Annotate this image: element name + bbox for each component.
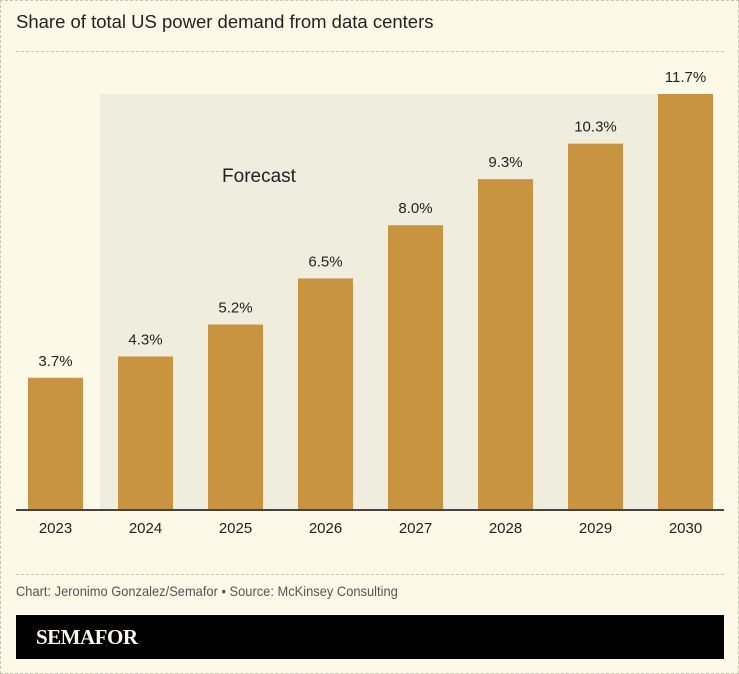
forecast-label: Forecast (222, 166, 297, 187)
semafor-logo: SEMAFOR (36, 625, 138, 649)
divider (16, 574, 724, 575)
bar-2025 (208, 324, 263, 509)
bar-2028 (478, 179, 533, 509)
bar-2030 (658, 94, 713, 509)
divider (16, 51, 724, 52)
data-label: 11.7% (665, 69, 706, 86)
bar-2029 (568, 143, 623, 509)
bar-2027 (388, 225, 443, 509)
x-tick-label: 2029 (579, 520, 612, 537)
bar-2026 (298, 278, 353, 509)
data-label: 8.0% (398, 200, 432, 217)
bar-2023 (28, 377, 83, 509)
data-label: 6.5% (308, 253, 342, 270)
x-tick-label: 2026 (309, 520, 342, 537)
data-label: 4.3% (128, 331, 162, 348)
bar-2024 (118, 356, 173, 509)
source-credit: Chart: Jeronimo Gonzalez/Semafor • Sourc… (16, 583, 398, 599)
data-label: 5.2% (218, 300, 252, 317)
brand-bar: SEMAFOR (16, 615, 724, 659)
chart-title: Share of total US power demand from data… (16, 11, 434, 32)
x-tick-label: 2027 (399, 520, 432, 537)
data-label: 10.3% (574, 119, 617, 136)
x-tick-label: 2023 (39, 520, 72, 537)
x-tick-label: 2030 (669, 520, 702, 537)
bar-chart: Forecast 3.7% 2023 4.3% 2024 5.2% 2025 6.5% 2026… (16, 69, 724, 537)
data-label: 3.7% (38, 353, 72, 370)
data-label: 9.3% (488, 154, 522, 171)
x-tick-label: 2028 (489, 520, 522, 537)
x-tick-label: 2025 (219, 520, 252, 537)
x-tick-label: 2024 (129, 520, 162, 537)
